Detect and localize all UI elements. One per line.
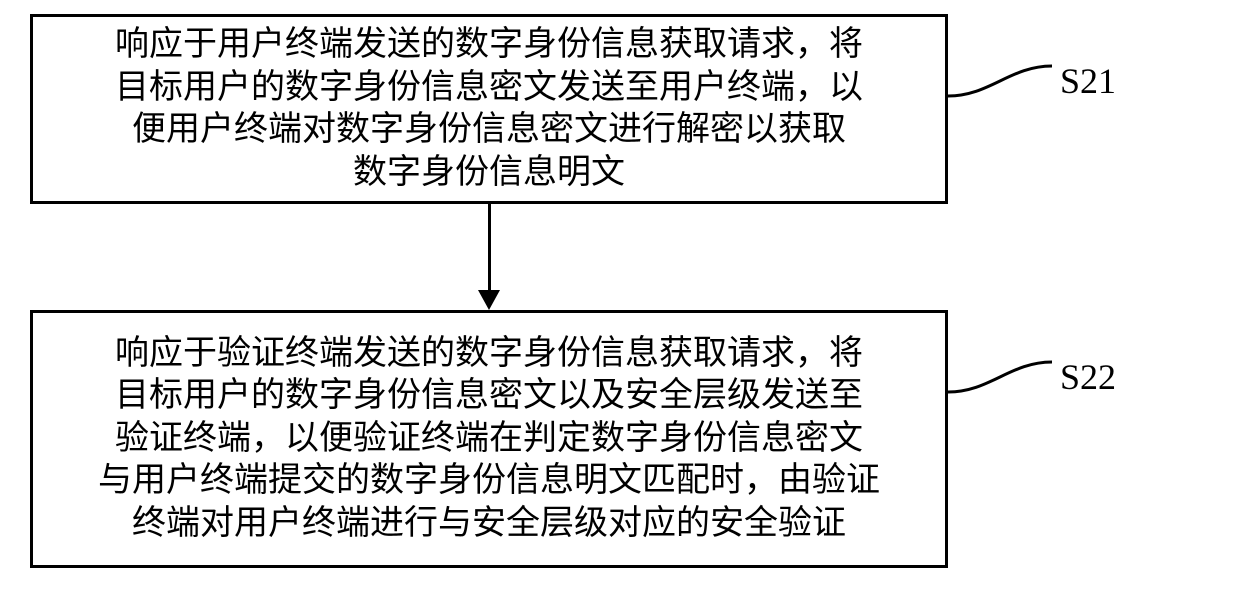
step-label-s22: S22 <box>1060 356 1116 398</box>
step-label-s21: S21 <box>1060 60 1116 102</box>
flowchart-stage: 响应于用户终端发送的数字身份信息获取请求，将 目标用户的数字身份信息密文发送至用… <box>0 0 1240 589</box>
label-connector-s22 <box>0 0 1240 589</box>
